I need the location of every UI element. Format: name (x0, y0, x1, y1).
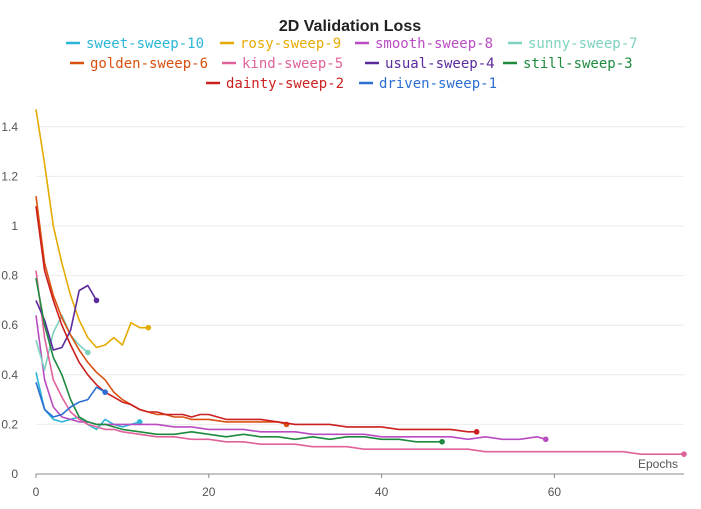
legend-item[interactable]: golden-sweep-6 (70, 56, 208, 72)
series-end-point (136, 419, 143, 425)
x-axis-ticks: 0 20 40 60 (33, 474, 562, 499)
series-end-point (681, 451, 687, 457)
series-line (35, 381, 106, 418)
legend-item[interactable]: driven-sweep-1 (359, 76, 497, 92)
legend-item[interactable]: usual-sweep-4 (365, 56, 495, 72)
series-usual-sweep-4 (35, 284, 100, 351)
legend-item[interactable]: rosy-sweep-9 (220, 36, 341, 52)
x-tick-label: 0 (33, 485, 40, 499)
legend-label: sweet-sweep-10 (86, 36, 204, 52)
y-tick-label: 1.2 (1, 169, 18, 183)
series-end-point (145, 324, 152, 331)
legend-item[interactable]: sweet-sweep-10 (66, 36, 204, 52)
legend-item[interactable]: still-sweep-3 (503, 56, 633, 72)
legend-item[interactable]: sunny-sweep-7 (508, 36, 638, 52)
series-end-point (473, 429, 480, 435)
y-tick-label: 0 (11, 467, 18, 481)
legend-label: still-sweep-3 (523, 56, 633, 72)
series-end-point (542, 436, 549, 443)
series-line (35, 196, 287, 426)
y-tick-label: 0.6 (1, 318, 18, 332)
series-end-point (93, 297, 100, 304)
series-line (35, 284, 98, 351)
gridlines (36, 126, 684, 425)
y-tick-label: 0.4 (1, 368, 18, 382)
legend-label: kind-sweep-5 (242, 56, 343, 72)
series-lines (35, 109, 687, 457)
y-axis-ticks: 0 0.2 0.4 0.6 0.8 1 1.2 1.4 (1, 120, 18, 481)
y-tick-label: 1.4 (1, 120, 18, 134)
x-tick-label: 40 (375, 485, 389, 499)
y-tick-label: 1 (11, 219, 18, 233)
x-axis-label: Epochs (638, 457, 678, 471)
series-line (35, 206, 477, 433)
legend-label: rosy-sweep-9 (240, 36, 341, 52)
series-end-point (102, 389, 108, 395)
legend-label: smooth-sweep-8 (375, 36, 493, 52)
legend-label: driven-sweep-1 (379, 76, 497, 92)
series-sunny-sweep-7 (35, 314, 91, 371)
x-tick-label: 20 (202, 485, 216, 499)
legend-item[interactable]: kind-sweep-5 (222, 56, 343, 72)
series-line (35, 315, 547, 441)
series-driven-sweep-1 (35, 381, 108, 418)
legend-label: golden-sweep-6 (90, 56, 208, 72)
chart-title: 2D Validation Loss (279, 18, 421, 35)
y-tick-label: 0.2 (1, 417, 18, 431)
legend-label: usual-sweep-4 (385, 56, 495, 72)
legend-label: dainty-sweep-2 (226, 76, 344, 92)
series-line (35, 109, 149, 349)
series-rosy-sweep-9 (35, 109, 152, 349)
legend-item[interactable]: dainty-sweep-2 (206, 76, 344, 92)
series-kind-sweep-5 (35, 270, 687, 457)
x-tick-label: 60 (548, 485, 562, 499)
series-line (35, 314, 89, 371)
series-end-point (439, 438, 445, 445)
series-end-point (85, 349, 91, 356)
series-dainty-sweep-2 (35, 206, 480, 435)
series-line (35, 270, 684, 456)
legend-label: sunny-sweep-7 (528, 36, 638, 52)
legend-item[interactable]: smooth-sweep-8 (355, 36, 493, 52)
series-still-sweep-3 (35, 277, 445, 445)
series-line (35, 277, 443, 443)
legend: sweet-sweep-10 rosy-sweep-9 smooth-sweep-8… (66, 36, 638, 92)
y-tick-label: 0.8 (1, 269, 18, 283)
